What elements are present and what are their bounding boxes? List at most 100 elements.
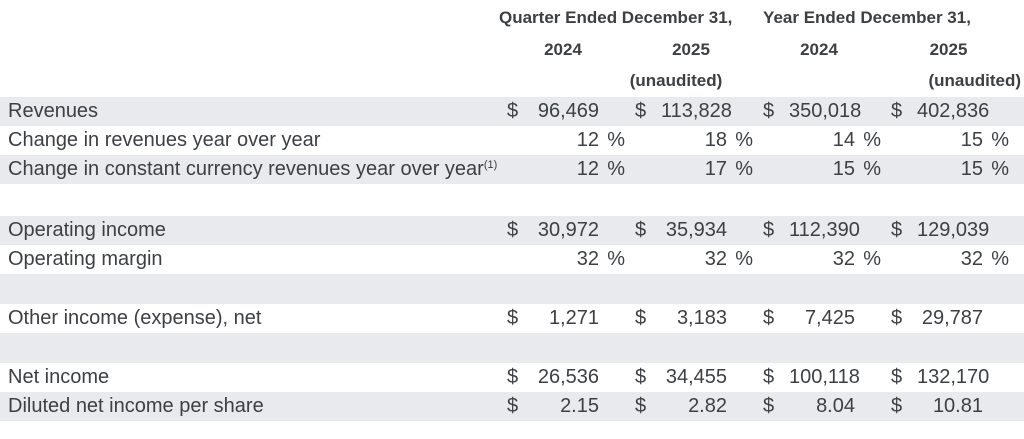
- currency-symbol: [627, 126, 661, 155]
- value-number: 113,828: [661, 100, 732, 122]
- value-cell: 2.82: [661, 392, 755, 421]
- currency-symbol: [883, 126, 917, 155]
- value-wrap: 17%: [661, 158, 755, 181]
- value-number: 32: [832, 248, 855, 270]
- value-wrap: 402,836: [917, 100, 1011, 123]
- value-wrap: 100,118: [789, 366, 883, 389]
- value-number: 15: [832, 158, 855, 180]
- value-number: 12: [576, 129, 599, 151]
- row-label-text: Diluted net income per share: [8, 395, 264, 417]
- row-label: Change in constant currency revenues yea…: [0, 155, 499, 184]
- financial-results-table: Quarter Ended December 31, Year Ended De…: [0, 0, 1024, 421]
- currency-symbol: $: [627, 97, 661, 126]
- row-label: Net income: [0, 363, 499, 392]
- value-number: 100,118: [789, 366, 860, 388]
- currency-symbol: $: [763, 366, 775, 388]
- quarter-ended-title: Quarter Ended December 31,: [499, 8, 733, 27]
- currency-symbol: $: [883, 216, 917, 245]
- value-cell: 2.15: [533, 392, 627, 421]
- value-cell: 402,836: [917, 97, 1011, 126]
- value-number: 17: [704, 158, 727, 180]
- value-cell: 350,018: [789, 97, 883, 126]
- row-label-text: Revenues: [8, 100, 99, 122]
- year-header-row: 2024 2025 2024 2025: [0, 36, 1024, 64]
- value-cell: 34,455: [661, 363, 755, 392]
- percent-sign: %: [863, 248, 881, 270]
- table-row: Operating income $30,972 $35,934 $112,390 $1…: [0, 216, 1024, 245]
- value-number: 18: [704, 129, 727, 151]
- row-label-text: Operating margin: [8, 248, 163, 270]
- value-number: 32: [704, 248, 727, 270]
- value-number: 10.81: [932, 395, 983, 417]
- empty-cell: [0, 274, 1024, 304]
- value-wrap: 14%: [789, 129, 883, 152]
- value-number: 29,787: [921, 307, 983, 329]
- value-number: 350,018: [789, 100, 862, 122]
- value-wrap: 32%: [661, 248, 755, 271]
- table-row: Change in constant currency revenues yea…: [0, 155, 1024, 184]
- value-wrap: 2.82: [661, 395, 755, 418]
- currency-symbol: [627, 245, 661, 274]
- filler-cell: [1011, 245, 1024, 274]
- percent-sign: %: [607, 158, 625, 180]
- value-cell: 15%: [789, 155, 883, 184]
- currency-symbol: $: [635, 307, 647, 329]
- filler-cell: [1011, 304, 1024, 333]
- currency-symbol: $: [507, 307, 519, 329]
- percent-sign: %: [735, 129, 753, 151]
- value-number: 129,039: [917, 219, 990, 241]
- value-wrap: 112,390: [789, 219, 883, 242]
- table-header: Quarter Ended December 31, Year Ended De…: [0, 0, 1024, 97]
- percent-sign: %: [863, 129, 881, 151]
- value-cell: 15%: [917, 126, 1011, 155]
- value-wrap: 15%: [917, 129, 1011, 152]
- value-wrap: 12%: [533, 158, 627, 181]
- currency-symbol: $: [507, 366, 519, 388]
- value-cell: 26,536: [533, 363, 627, 392]
- table-row: Operating margin 32% 32% 32% 32%: [0, 245, 1024, 274]
- value-cell: 14%: [789, 126, 883, 155]
- quarter-2025-header: 2025: [672, 40, 710, 59]
- value-number: 3,183: [676, 307, 727, 329]
- unaudited-row: (unaudited) (unaudited): [0, 64, 1024, 97]
- value-number: 30,972: [537, 219, 599, 241]
- value-wrap: 15%: [917, 158, 1011, 181]
- year-unaudited-label: (unaudited): [928, 70, 1021, 90]
- value-cell: 12%: [533, 155, 627, 184]
- value-wrap: 113,828: [661, 100, 755, 123]
- quarter-unaudited-label: (unaudited): [629, 70, 723, 90]
- table-row: Net income $26,536 $34,455 $100,118 $132,170: [0, 363, 1024, 392]
- currency-symbol: $: [499, 216, 533, 245]
- value-cell: 29,787: [917, 304, 1011, 333]
- row-label-text: Change in revenues year over year: [8, 129, 321, 151]
- value-cell: 10.81: [917, 392, 1011, 421]
- value-wrap: 132,170: [917, 366, 1011, 389]
- row-label: Diluted net income per share: [0, 392, 499, 421]
- currency-symbol: [755, 126, 789, 155]
- value-number: 1,271: [548, 307, 599, 329]
- row-label-text: Other income (expense), net: [8, 307, 262, 329]
- value-cell: 113,828: [661, 97, 755, 126]
- percent-sign: %: [863, 158, 881, 180]
- spacer-row: [0, 184, 1024, 216]
- currency-symbol: [755, 245, 789, 274]
- empty-cell: [0, 184, 1024, 216]
- value-cell: 35,934: [661, 216, 755, 245]
- value-number: 14: [832, 129, 855, 151]
- value-number: 2.15: [560, 395, 599, 417]
- value-wrap: 29,787: [917, 307, 1011, 330]
- table-body: Revenues $96,469 $113,828 $350,018 $402,836 C…: [0, 97, 1024, 421]
- value-cell: 7,425: [789, 304, 883, 333]
- value-number: 32: [960, 248, 983, 270]
- filler-cell: [1011, 392, 1024, 421]
- value-number: 15: [960, 129, 983, 151]
- value-cell: 112,390: [789, 216, 883, 245]
- currency-symbol: $: [891, 366, 903, 388]
- filler-cell: [1011, 363, 1024, 392]
- currency-symbol: $: [755, 392, 789, 421]
- value-wrap: 15%: [789, 158, 883, 181]
- value-number: 12: [576, 158, 599, 180]
- value-number: 35,934: [665, 219, 727, 241]
- row-label: Operating income: [0, 216, 499, 245]
